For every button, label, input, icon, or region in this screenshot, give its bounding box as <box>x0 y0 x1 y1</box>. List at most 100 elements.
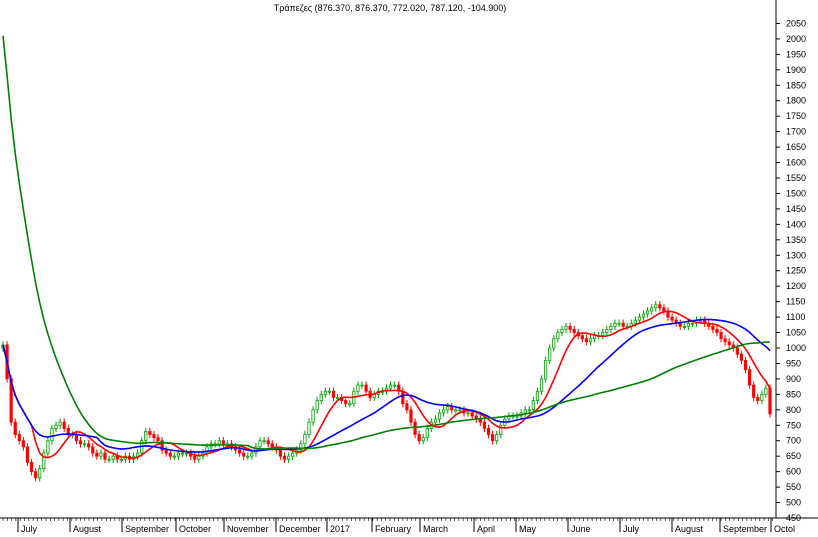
candle-body <box>609 325 613 330</box>
x-tick-label: Octol <box>774 524 795 534</box>
ma-fast-line <box>2 310 771 459</box>
y-tick-label: 1950 <box>786 49 806 59</box>
y-tick-label: 1850 <box>786 80 806 90</box>
candle-body <box>711 325 715 330</box>
candle-body <box>311 409 315 423</box>
y-tick-label: 1900 <box>786 65 806 75</box>
candle-body <box>425 427 429 439</box>
candle-body <box>450 406 454 411</box>
y-tick-label: 1800 <box>786 96 806 106</box>
candle-body <box>564 325 568 330</box>
candle-body <box>637 316 642 321</box>
x-tick-label: 2017 <box>330 524 350 534</box>
candle-body <box>719 332 723 340</box>
candle-body <box>486 427 491 435</box>
candle-body <box>756 397 760 401</box>
candle-body <box>633 319 637 324</box>
candle-body <box>136 452 140 457</box>
x-tick-label: November <box>227 524 269 534</box>
candle-body <box>164 449 168 454</box>
candle-body <box>176 452 181 457</box>
candle-body <box>580 335 584 340</box>
y-tick-label: 1450 <box>786 204 806 214</box>
candle-body <box>433 418 438 423</box>
candle-body <box>413 421 417 435</box>
candle-body <box>266 440 270 445</box>
candle-body <box>160 440 164 451</box>
candle-body <box>91 446 95 454</box>
candle-body <box>658 304 662 309</box>
y-tick-label: 1300 <box>786 250 806 260</box>
candle-body <box>25 446 30 463</box>
candle-body <box>54 424 58 429</box>
candle-body <box>760 393 764 401</box>
candle-body <box>364 384 368 392</box>
candle-body <box>258 440 262 448</box>
candle-body <box>319 393 323 401</box>
candle-body <box>286 455 291 460</box>
x-tick-label: May <box>519 524 537 534</box>
candle-body <box>748 369 752 386</box>
candle-body <box>678 322 682 327</box>
candle-body <box>335 397 340 399</box>
x-tick-label: September <box>723 524 767 534</box>
candle-body <box>588 338 593 343</box>
candle-body <box>107 458 111 461</box>
candle-body <box>568 325 572 330</box>
candle-body <box>662 307 666 312</box>
candle-body <box>454 409 458 412</box>
candle-body <box>715 329 719 333</box>
candle-body <box>327 390 331 393</box>
candle-body <box>646 310 650 315</box>
candle-body <box>87 443 91 448</box>
candle-body <box>42 452 46 469</box>
candle-body <box>299 443 303 451</box>
candle-body <box>727 341 731 346</box>
y-tick-label: 2050 <box>786 18 806 28</box>
y-tick-label: 1700 <box>786 127 806 137</box>
candle-body <box>515 415 519 418</box>
candle-body <box>421 437 425 442</box>
x-tick-label: December <box>279 524 321 534</box>
candle-body <box>168 452 172 457</box>
candle-body <box>650 307 654 312</box>
candle-body <box>184 452 189 455</box>
candle-body <box>654 304 658 309</box>
y-tick-label: 1600 <box>786 158 806 168</box>
y-tick-label: 1200 <box>786 281 806 291</box>
candle-body <box>193 455 197 460</box>
x-tick-label: July <box>21 524 38 534</box>
candle-body <box>111 455 115 460</box>
x-tick-label: August <box>675 524 704 534</box>
candle-body <box>119 458 123 461</box>
y-tick-label: 850 <box>786 389 801 399</box>
candle-body <box>686 322 691 327</box>
y-tick-label: 1050 <box>786 328 806 338</box>
candle-body <box>446 406 450 411</box>
candle-body <box>221 440 225 445</box>
candle-body <box>250 452 254 457</box>
candle-body <box>401 390 405 405</box>
candle-body <box>617 322 621 325</box>
candle-body <box>584 338 589 343</box>
candle-body <box>552 338 556 349</box>
candle-body <box>690 322 695 325</box>
y-tick-label: 2000 <box>786 34 806 44</box>
y-tick-label: 900 <box>786 374 801 384</box>
candle-body <box>621 322 625 327</box>
candle-body <box>613 322 617 327</box>
candle-body <box>641 313 646 318</box>
candle-body <box>458 409 462 412</box>
candle-body <box>344 400 348 405</box>
candle-body <box>348 403 352 406</box>
candle-body <box>331 390 336 398</box>
y-tick-label: 1550 <box>786 173 806 183</box>
candle-body <box>307 421 311 435</box>
candle-body <box>527 409 531 412</box>
y-tick-label: 1350 <box>786 235 806 245</box>
candle-body <box>95 452 99 457</box>
candle-body <box>409 409 413 423</box>
candle-body <box>242 452 246 457</box>
candle-body <box>270 443 274 448</box>
